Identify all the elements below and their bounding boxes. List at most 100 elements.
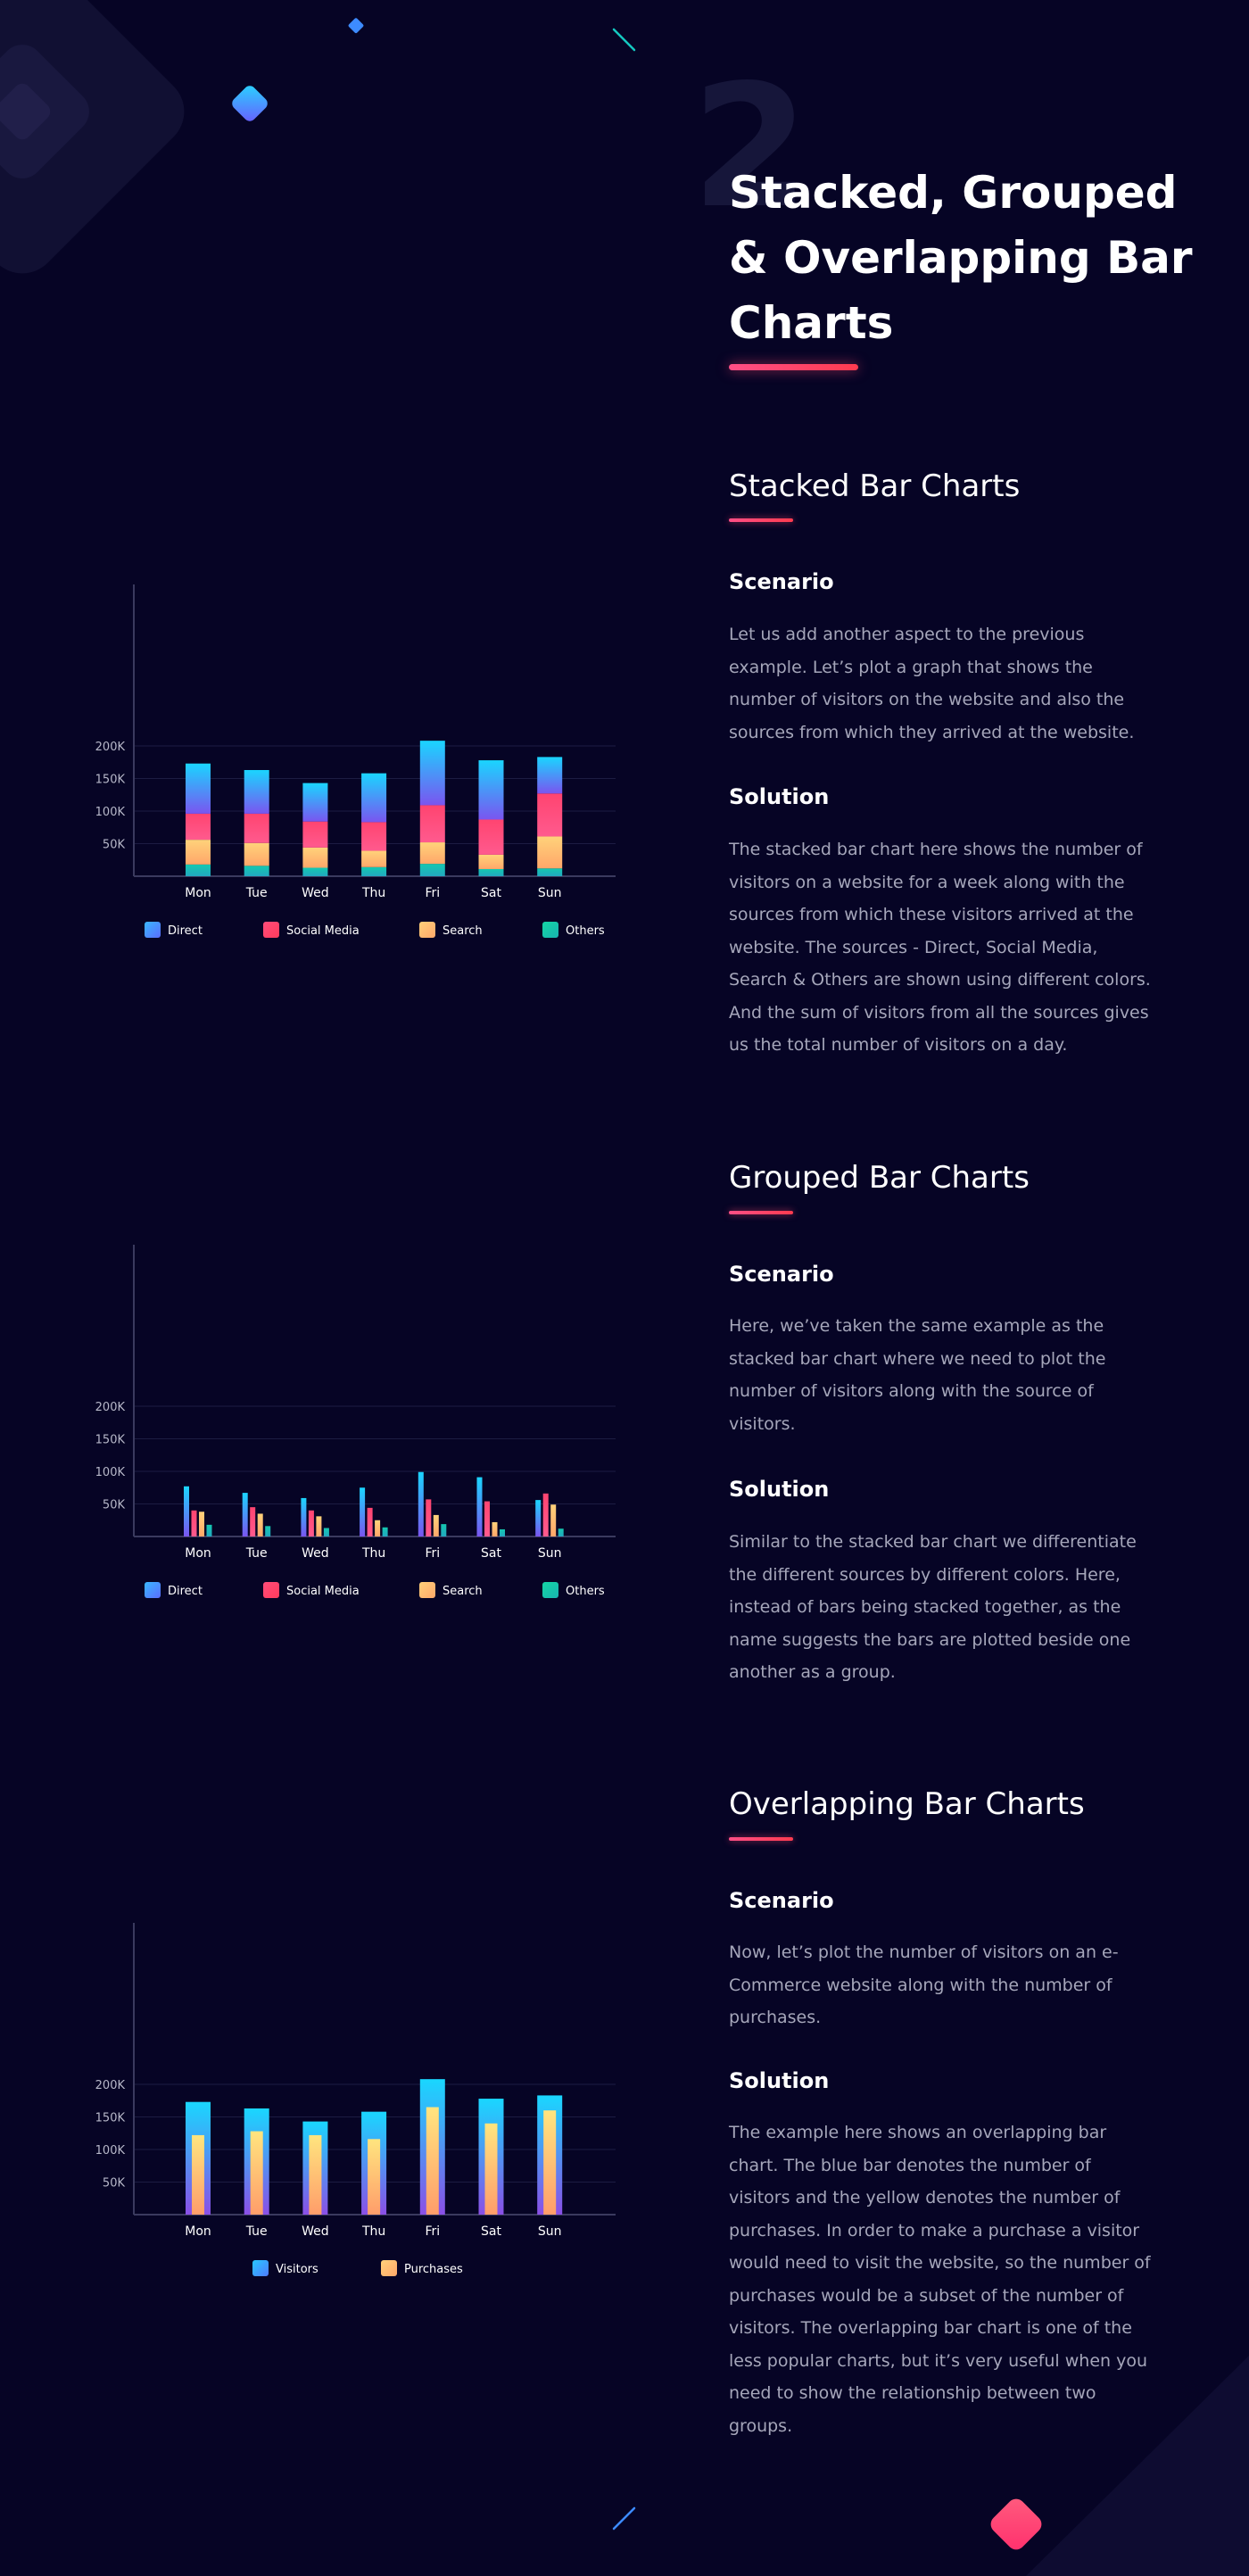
bar-search-fri (419, 842, 445, 865)
legend-label-visitors: Visitors (276, 2263, 318, 2276)
bar-purchases-sun (543, 2110, 557, 2215)
x-tick-label: Tue (245, 2224, 268, 2239)
bar-search-sat (492, 1521, 498, 1536)
bar-direct-sat (478, 760, 504, 820)
bar-search-wed (316, 1516, 322, 1536)
x-tick-label: Mon (185, 886, 211, 900)
stacked-bar-chart: 50K 100K 150K 200K Mon Tue Wed Thu Fri Sat Sun Dire… (80, 571, 633, 967)
bar-direct-mon (186, 763, 211, 814)
legend-swatch-direct (145, 1582, 161, 1598)
stacked-scenario-heading: Scenario (729, 569, 834, 594)
bar-search-thu (361, 850, 387, 867)
x-tick-label: Mon (185, 2224, 211, 2239)
bar-direct-tue (242, 1493, 248, 1536)
title-underline (729, 364, 858, 370)
bar-purchases-tue (250, 2131, 263, 2215)
bar-social-media-tue (244, 813, 269, 843)
legend-swatch-others (542, 922, 558, 938)
bar-search-sun (550, 1504, 557, 1536)
overlapping-scenario-text: Now, let’s plot the number of visitors o… (729, 1942, 1119, 2027)
legend-label-search: Search (443, 924, 483, 938)
bar-direct-fri (419, 741, 445, 806)
y-tick-label: 50K (103, 839, 126, 852)
small-blue-diamond-shape (348, 18, 364, 34)
overlapping-solution-heading: Solution (729, 2068, 830, 2093)
page-title: Stacked, Grouped & Overlapping Bar Chart… (729, 167, 1193, 349)
x-tick-label: Sun (538, 2224, 562, 2239)
y-tick-label: 150K (95, 2112, 126, 2125)
legend-label-search: Search (443, 1585, 483, 1598)
bar-purchases-fri (426, 2107, 439, 2215)
overlapping-section-title: Overlapping Bar Charts (729, 1786, 1085, 1822)
y-tick-label: 100K (95, 2144, 126, 2158)
legend-label-direct: Direct (168, 924, 203, 938)
stacked-solution-text: The stacked bar chart here shows the num… (729, 840, 1151, 1055)
bar-others-tue (244, 866, 269, 876)
bar-social-media-fri (426, 1499, 432, 1536)
bar-direct-sun (537, 757, 563, 794)
bar-others-thu (382, 1527, 388, 1536)
bar-others-sun (537, 868, 563, 876)
large-diamond-shape (0, 0, 185, 274)
bar-others-fri (441, 1524, 447, 1536)
bar-others-wed (323, 1528, 329, 1536)
bar-search-mon (186, 840, 211, 865)
bar-direct-tue (244, 770, 269, 814)
x-tick-label: Wed (302, 2224, 329, 2239)
grouped-scenario-heading: Scenario (729, 1262, 834, 1287)
x-tick-label: Thu (361, 1546, 385, 1561)
y-tick-label: 100K (95, 806, 126, 819)
bar-others-wed (302, 867, 328, 876)
stacked-section-title: Stacked Bar Charts (729, 468, 1021, 504)
x-tick-label: Wed (302, 886, 329, 900)
y-tick-label: 200K (95, 741, 126, 754)
overlapping-scenario-heading: Scenario (729, 1888, 834, 1913)
grouped-solution-text: Similar to the stacked bar chart we diff… (729, 1532, 1137, 1682)
legend-label-direct: Direct (168, 1585, 203, 1598)
teal-line-shape (612, 28, 636, 52)
bar-others-fri (419, 864, 445, 876)
grouped-scenario-text: Here, we’ve taken the same example as th… (729, 1316, 1106, 1434)
legend-swatch-others (542, 1582, 558, 1598)
bar-direct-sat (476, 1477, 483, 1536)
x-tick-label: Thu (361, 2224, 385, 2239)
legend-swatch-social-media (263, 1582, 279, 1598)
bar-direct-wed (302, 783, 328, 822)
bar-others-sat (478, 868, 504, 876)
bar-search-mon (199, 1512, 204, 1536)
x-tick-label: Fri (425, 2224, 440, 2239)
x-tick-label: Sun (538, 886, 562, 900)
overlapping-solution-text: The example here shows an overlapping ba… (729, 2123, 1151, 2436)
bar-social-media-mon (191, 1510, 197, 1536)
overlapping-title-underline (729, 1837, 793, 1841)
x-tick-label: Sat (481, 886, 501, 900)
x-tick-label: Tue (245, 886, 268, 900)
bar-purchases-wed (309, 2134, 322, 2215)
legend-label-others: Others (566, 1585, 605, 1598)
grouped-section-title: Grouped Bar Charts (729, 1160, 1030, 1196)
bar-social-media-thu (367, 1507, 373, 1536)
bar-social-media-sun (542, 1493, 549, 1536)
x-tick-label: Sat (481, 2224, 501, 2239)
y-tick-label: 200K (95, 2079, 126, 2092)
legend-label-others: Others (566, 924, 605, 938)
legend-swatch-purchases (381, 2260, 397, 2276)
bar-social-media-fri (419, 805, 445, 843)
x-tick-label: Fri (425, 886, 440, 900)
legend-swatch-social-media (263, 922, 279, 938)
grouped-title-underline (729, 1211, 793, 1214)
grouped-bar-chart-svg: 50K 100K 150K 200K Mon Tue Wed Thu Fri Sat Sun Dire… (95, 1245, 616, 1598)
x-tick-label: Sun (538, 1546, 562, 1561)
y-tick-label: 100K (95, 1466, 126, 1479)
grouped-bar-chart: 50K 100K 150K 200K Mon Tue Wed Thu Fri Sat Sun Dire… (80, 1231, 633, 1628)
legend-swatch-visitors (252, 2260, 269, 2276)
bar-direct-thu (360, 1487, 366, 1536)
bar-social-media-sat (478, 819, 504, 855)
bar-social-media-wed (302, 821, 328, 848)
bar-social-media-wed (308, 1510, 314, 1536)
blue-diamond-shape (232, 86, 268, 121)
legend-swatch-direct (145, 922, 161, 938)
x-tick-label: Wed (302, 1546, 329, 1561)
bar-others-mon (186, 864, 211, 876)
